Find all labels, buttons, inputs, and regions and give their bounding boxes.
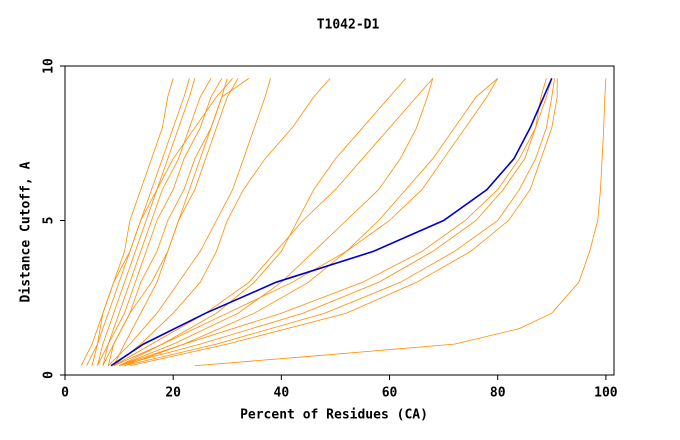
gdt-curve [118, 78, 553, 367]
gdt-curve [107, 78, 228, 366]
gdt-curve [113, 78, 250, 366]
gdt-curve [129, 78, 558, 367]
x-tick-label: 20 [165, 386, 181, 401]
gdt-curve [80, 78, 233, 366]
gdt-curve [86, 78, 174, 366]
x-tick-label: 100 [594, 386, 618, 401]
gdt-curve [113, 78, 331, 367]
gdt-curve [194, 78, 607, 367]
chart-title: T1042-D1 [317, 18, 380, 33]
gdt-curve [118, 78, 407, 367]
gdt-curve [118, 78, 547, 367]
y-axis-label: Distance Cutoff, A [19, 161, 34, 302]
x-tick-label: 60 [382, 386, 398, 401]
y-tick-label: 10 [42, 58, 57, 74]
y-tick-label: 0 [42, 371, 57, 379]
x-tick-label: 0 [61, 386, 69, 401]
gdt-curve [97, 78, 212, 366]
y-tick-label: 5 [42, 217, 57, 225]
gdt-curve [91, 78, 190, 366]
gdt-curve [113, 78, 499, 367]
x-tick-label: 40 [274, 386, 290, 401]
gdt-curve [113, 78, 434, 367]
plot-frame [64, 65, 615, 376]
gdt-curve [118, 78, 434, 367]
gdt-curve [97, 78, 196, 366]
gdt-curve [124, 78, 498, 367]
x-tick-label: 80 [490, 386, 506, 401]
gdt-curve [124, 78, 555, 367]
x-axis-label: Percent of Residues (CA) [240, 408, 428, 423]
gdt-curve [102, 78, 223, 366]
gdt-curve [107, 78, 271, 367]
gdt-curve [110, 78, 553, 367]
